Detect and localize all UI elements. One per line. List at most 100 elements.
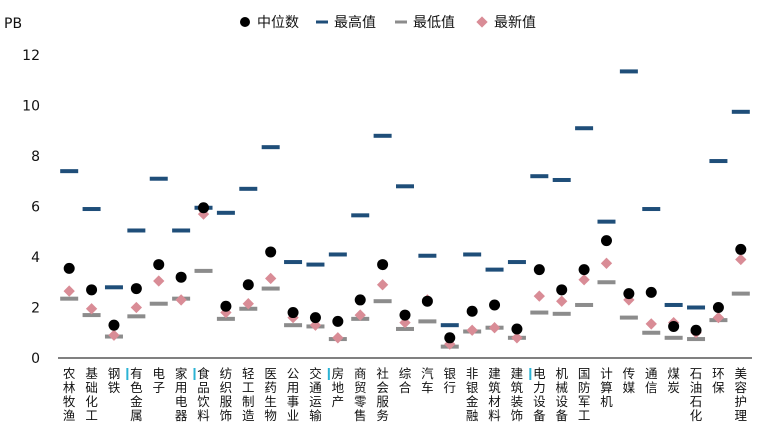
median-marker [287, 307, 299, 319]
median-marker [153, 259, 165, 271]
median-marker [668, 320, 680, 332]
y-tick-label: 6 [31, 200, 40, 216]
legend-label: 最低值 [413, 15, 455, 31]
max-marker [373, 133, 392, 138]
y-tick-label: 10 [22, 99, 40, 115]
median-marker [220, 300, 232, 312]
max-marker [127, 228, 146, 233]
latest-marker [600, 257, 613, 269]
median-marker [198, 202, 210, 214]
max-marker [239, 186, 258, 191]
max-marker [530, 174, 549, 179]
latest-marker [63, 285, 75, 297]
median-marker [309, 312, 321, 324]
median-marker [354, 294, 366, 306]
median-marker [735, 243, 747, 255]
median-marker [399, 309, 411, 321]
x-category-label: 电力设备 [533, 366, 546, 423]
x-category-label: 计算机 [600, 366, 613, 409]
median-marker [712, 302, 724, 313]
max-marker [664, 302, 683, 307]
max-marker [575, 126, 594, 131]
x-category-label: 银行 [444, 366, 457, 395]
median-marker [377, 259, 389, 271]
max-marker [709, 159, 728, 164]
data-marks [60, 69, 750, 350]
x-category-label: 建筑装饰 [511, 366, 524, 423]
max-marker [328, 252, 347, 257]
min-marker [530, 310, 549, 315]
min-marker [597, 280, 616, 285]
latest-marker [735, 253, 747, 266]
latest-marker [332, 332, 344, 344]
latest-marker [556, 295, 568, 307]
latest-marker [242, 298, 254, 310]
min-marker [373, 299, 392, 304]
latest-marker [488, 322, 501, 334]
x-category-label: 医药生物 [264, 366, 277, 423]
latest-marker [354, 309, 366, 321]
min-marker [60, 296, 79, 301]
x-category-label: 家用电器 [175, 366, 188, 423]
latest-marker [399, 316, 411, 329]
x-axis-category-labels: 农林牧渔基础化工钢铁有色金属电子家用电器食品饮料纺织服饰轻工制造医药生物公用事业… [63, 366, 748, 423]
min-marker [619, 315, 638, 320]
x-category-label: 汽车 [421, 366, 434, 395]
max-marker [284, 260, 303, 265]
x-category-label: 传媒 [623, 366, 636, 395]
category-accent-mark [327, 368, 330, 380]
median-marker [63, 262, 75, 274]
legend-marker-min [395, 20, 407, 24]
min-marker [418, 319, 437, 324]
max-marker [507, 260, 526, 265]
latest-marker [533, 290, 545, 302]
x-category-label: 非银金融 [466, 366, 479, 423]
max-marker [396, 184, 414, 189]
median-marker [242, 279, 254, 291]
y-tick-label: 4 [31, 250, 40, 266]
x-category-label: 综合 [399, 366, 412, 395]
min-marker [664, 335, 683, 340]
min-marker [575, 302, 594, 307]
max-marker [60, 169, 79, 174]
max-marker [306, 262, 325, 267]
legend-marker-latest [476, 16, 488, 28]
max-marker [597, 219, 616, 224]
x-category-label: 社会服务 [376, 366, 389, 423]
median-marker [645, 286, 657, 298]
x-category-label: 有色金属 [130, 366, 143, 423]
legend-label: 最高值 [334, 14, 376, 31]
y-tick-label: 0 [31, 351, 40, 367]
min-marker [731, 291, 750, 296]
legend-label: 中位数 [257, 15, 299, 31]
latest-marker [309, 319, 322, 331]
y-tick-label: 12 [22, 48, 40, 64]
x-category-label: 轻工制造 [242, 366, 255, 423]
max-marker [463, 252, 482, 257]
legend-marker-median [240, 17, 250, 27]
median-marker [466, 305, 478, 317]
max-marker [552, 177, 571, 182]
x-category-label: 环保 [712, 366, 725, 395]
max-marker [172, 228, 191, 233]
latest-marker [466, 324, 478, 336]
x-category-label: 石油石化 [690, 366, 703, 423]
max-marker [104, 285, 123, 290]
y-axis-ticks: 0 2 4 6 8 10 12 [22, 48, 40, 367]
x-category-label: 房地产 [332, 366, 345, 409]
min-marker [149, 301, 168, 306]
min-marker [82, 313, 101, 318]
max-marker [149, 176, 168, 181]
max-marker [261, 145, 280, 150]
x-category-label: 通信 [645, 366, 658, 395]
median-marker [533, 264, 545, 276]
latest-marker [130, 301, 143, 314]
median-marker [444, 332, 456, 344]
median-marker [489, 299, 501, 311]
median-marker [265, 246, 277, 258]
latest-marker [376, 279, 389, 291]
x-category-label: 商贸零售 [354, 366, 367, 423]
legend: 中位数 最高值 最低值 最新值 [240, 14, 536, 31]
